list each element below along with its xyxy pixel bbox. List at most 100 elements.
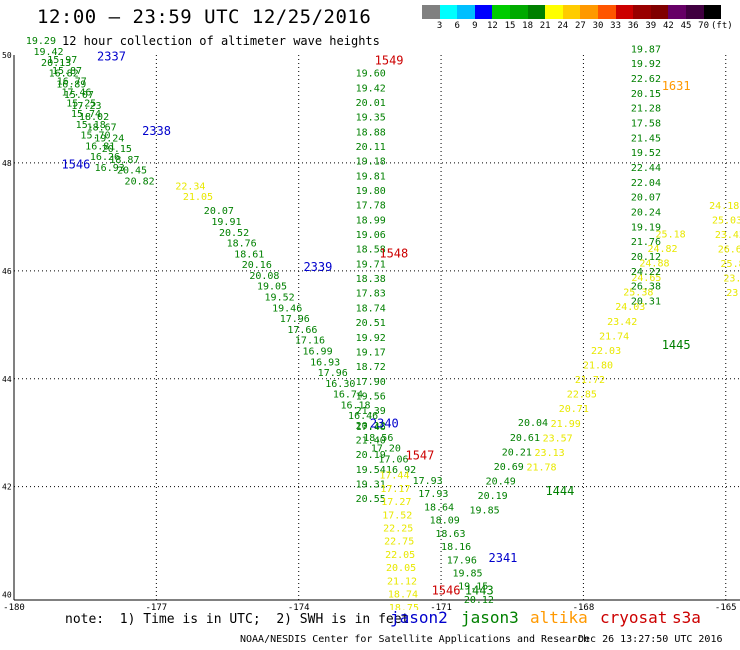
wave-height-value: 19.46 (272, 303, 302, 314)
wave-height-value: 15.70 (80, 131, 110, 142)
y-tick-label: 50 (2, 51, 12, 60)
wave-height-value: 23.35 (726, 288, 740, 299)
wave-height-value: 20.08 (249, 271, 279, 282)
wave-height-value: 16.93 (95, 163, 125, 174)
wave-height-value: 16.82 (49, 69, 79, 80)
wave-height-value: 17.16 (295, 336, 325, 347)
wave-height-value: 19.17 (356, 347, 386, 358)
colorbar-label: 70 (698, 21, 710, 31)
pass-label: 1546 (61, 157, 90, 171)
wave-height-value: 17.93 (418, 489, 448, 500)
colorbar-label: 12 (486, 21, 498, 31)
x-tick-label: -171 (430, 603, 452, 610)
colorbar-label: 33 (610, 21, 622, 31)
wave-height-value: 21.74 (599, 331, 629, 342)
wave-height-value: 16.46 (348, 411, 378, 422)
wave-height-value: 25.03 (712, 215, 740, 226)
wave-height-value: 22.04 (631, 178, 661, 189)
wave-height-value: 18.74 (356, 303, 386, 314)
wave-height-value: 19.52 (631, 148, 661, 159)
wave-height-value: 19.85 (470, 506, 500, 517)
pass-label: 2341 (489, 551, 518, 565)
wave-height-value: 23.43 (715, 230, 740, 241)
wave-height-value: 24.82 (647, 244, 677, 255)
wave-height-value: 17.96 (280, 314, 310, 325)
wave-height-value: 19.71 (356, 259, 386, 270)
wave-height-value: 17.17 (380, 484, 410, 495)
altimeter-map: -180 -177 -174 -171 -168 -165 50 48 46 44 42 40 19.2… (2, 36, 740, 610)
wave-height-value: 18.02 (79, 112, 109, 123)
wave-height-value: 20.45 (117, 166, 147, 177)
timestamp: Dec 26 13:27:50 UTC 2016 (578, 634, 723, 645)
wave-height-value: 17.23 (71, 101, 101, 112)
map-subtitle: 12 hour collection of altimeter wave hei… (62, 34, 380, 48)
wave-height-value: 22.75 (384, 537, 414, 548)
pass-label: 1631 (662, 79, 691, 93)
colorbar-swatch (633, 5, 651, 19)
pass-label: 1443 (465, 584, 494, 598)
wave-height-value: 17.52 (382, 510, 412, 521)
wave-height-value: 21.45 (631, 133, 661, 144)
wave-height-value: 15.97 (47, 55, 77, 66)
colorbar-swatch (474, 5, 493, 19)
y-tick-label: 42 (2, 483, 12, 492)
wave-height-value: 18.16 (441, 542, 471, 553)
colorbar-swatch (527, 5, 546, 19)
colorbar-swatch (509, 5, 528, 19)
wave-height-value: 20.07 (631, 193, 661, 204)
wave-height-value: 17.93 (413, 476, 443, 487)
pass-label: 1445 (662, 338, 691, 352)
x-tick-label: -168 (573, 603, 595, 610)
colorbar-label: 15 (504, 21, 516, 31)
colorbar-swatch (562, 5, 581, 19)
wave-height-value: 24.03 (615, 302, 645, 313)
x-tick-label: -165 (715, 603, 737, 610)
wave-height-value: 17.06 (378, 454, 408, 465)
colorbar-swatch (668, 5, 686, 19)
x-tick-label: -174 (288, 603, 310, 610)
wave-height-value: 20.21 (502, 447, 532, 458)
wave-height-value: 19.35 (356, 113, 386, 124)
wave-height-value: 18.09 (430, 516, 460, 527)
wave-height-value: 19.52 (265, 293, 295, 304)
wave-height-value: 16.89 (56, 79, 86, 90)
wave-height-value: 21.99 (551, 419, 581, 430)
wave-height-value: 17.83 (356, 289, 386, 300)
wave-height-value: 19.80 (356, 186, 386, 197)
colorbar-label: 42 (662, 21, 674, 31)
wave-height-value: 20.07 (204, 206, 234, 217)
wave-height-value: 20.11 (356, 142, 386, 153)
wave-height-value: 18.75 (389, 603, 419, 610)
wave-height-value: 17.58 (631, 118, 661, 129)
y-tick-label: 46 (2, 267, 12, 276)
wave-height-value: 22.44 (631, 163, 661, 174)
colorbar-label: 39 (645, 21, 657, 31)
wave-height-value: 20.51 (356, 318, 386, 329)
wave-height-value: 15.18 (76, 120, 106, 131)
footnote: note: 1) Time is in UTC; 2) SWH is in fe… (65, 612, 410, 627)
wave-height-value: 23.13 (535, 448, 565, 459)
wave-height-value: 21.05 (183, 192, 213, 203)
wave-height-value: 16.74 (333, 390, 363, 401)
wave-height-value: 24.18 (709, 201, 739, 212)
wave-height-value: 20.15 (102, 144, 132, 155)
wave-height-value: 19.15 (458, 582, 488, 593)
wave-height-value: 18.88 (356, 127, 386, 138)
credit-line: NOAA/NESDIS Center for Satellite Applica… (240, 634, 590, 645)
wave-height-value: 20.16 (242, 260, 272, 271)
colorbar-label: 36 (627, 21, 639, 31)
pass-label: 1548 (379, 246, 408, 260)
colorbar-label: 18 (522, 21, 534, 31)
wave-height-value: 19.60 (356, 69, 386, 80)
wave-height-value: 20.04 (518, 418, 548, 429)
wave-height-value: 19.29 (26, 36, 56, 47)
wave-height-value: 18.58 (356, 245, 386, 256)
pass-label: 1549 (375, 54, 404, 68)
wave-height-value: 19.85 (452, 569, 482, 580)
wave-height-value: 18.87 (109, 155, 139, 166)
colorbar-swatch (597, 5, 616, 19)
wave-height-value: 16.81 (85, 141, 115, 152)
wave-height-value: 18.63 (435, 529, 465, 540)
colorbar-swatch (703, 5, 722, 19)
colorbar-label: 9 (472, 21, 478, 31)
